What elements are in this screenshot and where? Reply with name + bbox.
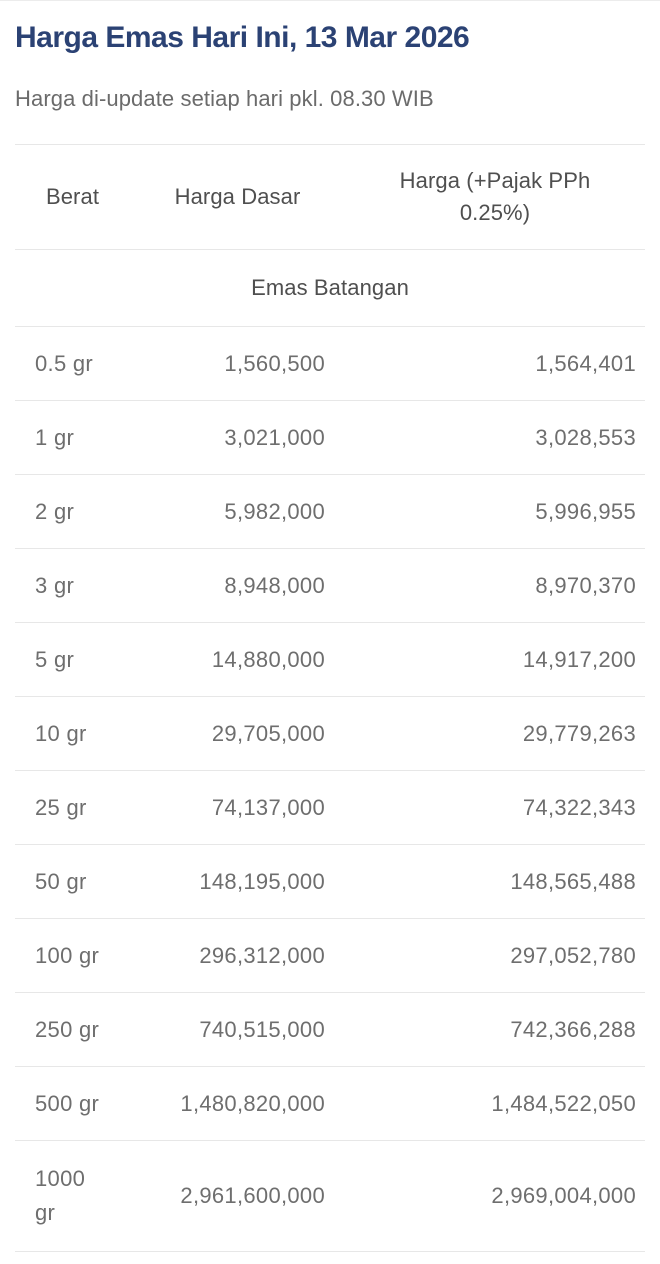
weight-cell: 3 gr bbox=[35, 572, 75, 598]
base-price-cell: 14,880,000 bbox=[211, 646, 325, 672]
base-price-cell: 1,480,820,000 bbox=[180, 1090, 325, 1116]
weight-cell: 1 gr bbox=[35, 424, 75, 450]
table-row: 0.5 gr 1,560,500 1,564,401 bbox=[15, 327, 645, 401]
base-price-cell: 2,961,600,000 bbox=[180, 1183, 325, 1208]
weight-cell: 1000 gr bbox=[35, 1166, 86, 1225]
table-row: 5 gr 14,880,000 14,917,200 bbox=[15, 623, 645, 697]
update-schedule-note: Harga di-update setiap hari pkl. 08.30 W… bbox=[15, 86, 434, 111]
weight-cell: 25 gr bbox=[35, 794, 87, 820]
base-price-cell: 5,982,000 bbox=[224, 498, 325, 524]
table-row: 2 gr 5,982,000 5,996,955 bbox=[15, 475, 645, 549]
weight-cell: 5 gr bbox=[35, 646, 75, 672]
column-header-taxed-price-label: Harga (+Pajak PPh 0.25%) bbox=[399, 168, 591, 225]
table-row: 10 gr 29,705,000 29,779,263 bbox=[15, 697, 645, 771]
weight-cell: 2 gr bbox=[35, 498, 75, 524]
taxed-price-cell: 297,052,780 bbox=[510, 942, 636, 968]
weight-cell: 10 gr bbox=[35, 720, 87, 746]
weight-cell: 100 gr bbox=[35, 942, 100, 968]
taxed-price-cell: 2,969,004,000 bbox=[491, 1183, 636, 1208]
base-price-cell: 296,312,000 bbox=[199, 942, 325, 968]
weight-cell: 50 gr bbox=[35, 868, 87, 894]
taxed-price-cell: 1,484,522,050 bbox=[491, 1090, 636, 1116]
taxed-price-cell: 742,366,288 bbox=[510, 1016, 636, 1042]
header-row: Berat Harga Dasar Harga (+Pajak PPh 0.25… bbox=[15, 145, 645, 250]
section-label-emas-batangan: Emas Batangan bbox=[251, 275, 409, 300]
taxed-price-cell: 3,028,553 bbox=[535, 424, 636, 450]
table-row: 1000 gr 2,961,600,000 2,969,004,000 bbox=[15, 1141, 645, 1252]
table-row: 50 gr 148,195,000 148,565,488 bbox=[15, 845, 645, 919]
table-row: 100 gr 296,312,000 297,052,780 bbox=[15, 919, 645, 993]
taxed-price-cell: 148,565,488 bbox=[510, 868, 636, 894]
table-row: 1 gr 3,021,000 3,028,553 bbox=[15, 401, 645, 475]
table-row: 250 gr 740,515,000 742,366,288 bbox=[15, 993, 645, 1067]
weight-cell: 0.5 gr bbox=[35, 350, 94, 376]
column-header-base-price: Harga Dasar bbox=[174, 184, 301, 209]
gold-price-table: Berat Harga Dasar Harga (+Pajak PPh 0.25… bbox=[15, 144, 645, 1252]
column-header-weight: Berat bbox=[45, 184, 100, 209]
page-title: Harga Emas Hari Ini, 13 Mar 2026 bbox=[15, 21, 470, 54]
table-header: Berat Harga Dasar Harga (+Pajak PPh 0.25… bbox=[15, 145, 645, 250]
base-price-cell: 740,515,000 bbox=[199, 1016, 325, 1042]
taxed-price-cell: 5,996,955 bbox=[535, 498, 636, 524]
section-row: Emas Batangan bbox=[15, 250, 645, 327]
taxed-price-cell: 14,917,200 bbox=[522, 646, 636, 672]
taxed-price-cell: 8,970,370 bbox=[535, 572, 636, 598]
table-row: 25 gr 74,137,000 74,322,343 bbox=[15, 771, 645, 845]
weight-cell: 500 gr bbox=[35, 1090, 100, 1116]
weight-cell: 250 gr bbox=[35, 1016, 100, 1042]
base-price-cell: 74,137,000 bbox=[211, 794, 325, 820]
table-body: Emas Batangan 0.5 gr 1,560,500 1,564,401… bbox=[15, 250, 645, 1252]
base-price-cell: 29,705,000 bbox=[211, 720, 325, 746]
column-header-taxed-price: Harga (+Pajak PPh 0.25%) bbox=[345, 145, 645, 250]
taxed-price-cell: 74,322,343 bbox=[522, 794, 636, 820]
base-price-cell: 148,195,000 bbox=[199, 868, 325, 894]
base-price-cell: 3,021,000 bbox=[224, 424, 325, 450]
base-price-cell: 1,560,500 bbox=[224, 350, 325, 376]
taxed-price-cell: 29,779,263 bbox=[522, 720, 636, 746]
table-row: 500 gr 1,480,820,000 1,484,522,050 bbox=[15, 1067, 645, 1141]
taxed-price-cell: 1,564,401 bbox=[535, 350, 636, 376]
table-row: 3 gr 8,948,000 8,970,370 bbox=[15, 549, 645, 623]
base-price-cell: 8,948,000 bbox=[224, 572, 325, 598]
